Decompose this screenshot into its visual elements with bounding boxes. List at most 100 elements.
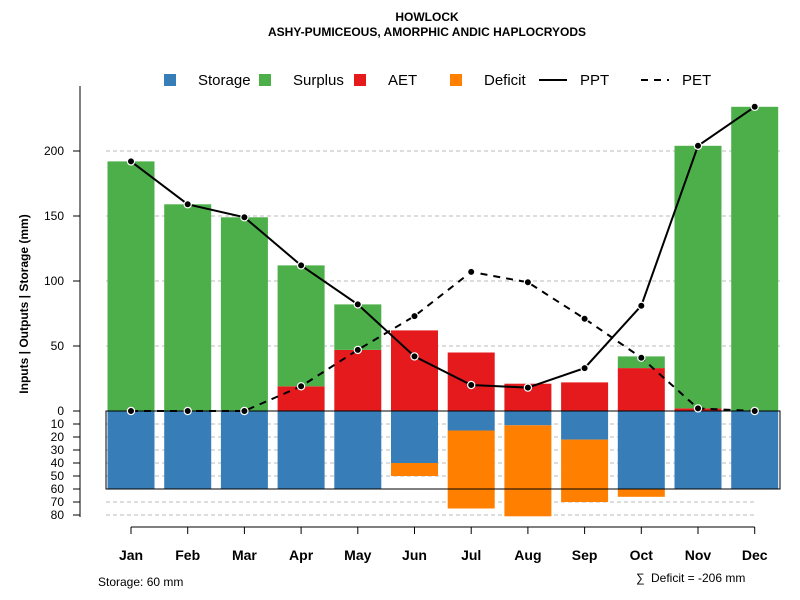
chart-subtitle: ASHY-PUMICEOUS, AMORPHIC ANDIC HAPLOCRYO…	[268, 25, 586, 39]
pet-line-point	[296, 382, 306, 391]
surplus-bar	[617, 356, 665, 369]
legend: Storage Surplus AET Deficit PPT PET	[164, 72, 711, 89]
storage-bar	[674, 411, 722, 489]
y-axis-label: Inputs | Outputs | Storage (mm)	[17, 214, 31, 393]
aet-bar	[334, 349, 382, 411]
ppt-line-point	[467, 380, 476, 390]
storage-bar	[277, 411, 325, 489]
pet-line-point	[693, 404, 703, 413]
storage-note: Storage: 60 mm	[98, 575, 183, 589]
y-tick-label: 150	[44, 209, 64, 223]
pet-line	[131, 270, 755, 412]
y-tick-label: 20	[51, 430, 65, 444]
legend-swatch	[164, 74, 176, 86]
surplus-bar	[164, 204, 212, 411]
legend-swatch	[354, 74, 366, 86]
pet-line-point	[467, 267, 476, 277]
ppt-line-point	[126, 157, 136, 166]
pet-line-point	[410, 311, 419, 321]
x-tick-label: Dec	[742, 547, 768, 563]
x-tick-label: Oct	[630, 547, 654, 563]
series-lines	[126, 102, 759, 416]
legend-swatch	[259, 74, 271, 86]
storage-bar	[561, 411, 609, 440]
pet-line-point	[240, 406, 249, 416]
deficit-bar	[617, 489, 665, 497]
legend-label: Surplus	[293, 72, 344, 89]
y-tick-label: 0	[57, 404, 64, 418]
storage-bar	[107, 411, 155, 489]
y-tick-label: 70	[51, 495, 65, 509]
storage-bar	[731, 411, 779, 489]
surplus-bar	[107, 161, 155, 411]
chart-title: HOWLOCK	[395, 10, 459, 24]
x-tick-label: Apr	[289, 547, 314, 563]
ppt-line-point	[693, 141, 703, 150]
pet-line-point	[183, 406, 192, 416]
surplus-bar	[334, 304, 382, 350]
surplus-bar	[731, 106, 779, 412]
ppt-line-point	[750, 102, 759, 112]
y-tick-label: 30	[51, 443, 65, 457]
storage-bar	[504, 411, 552, 426]
x-tick-label: Sep	[572, 547, 598, 563]
storage-bar	[334, 411, 382, 489]
pet-line-point	[580, 314, 589, 323]
pet-line-point	[637, 353, 646, 362]
y-tick-label: 80	[51, 508, 65, 522]
pet-line-point	[750, 406, 759, 416]
legend-label: Storage	[198, 72, 251, 89]
ppt-line-point	[240, 213, 249, 222]
ppt-line-point	[637, 301, 646, 310]
storage-bar	[220, 411, 268, 489]
storage-bar	[391, 411, 438, 463]
ppt-line-point	[353, 300, 362, 309]
y-tick-label: 50	[51, 339, 65, 353]
x-tick-label: Jun	[402, 547, 427, 563]
x-tick-label: Jul	[461, 547, 481, 563]
deficit-total: Deficit = -206 mm	[651, 571, 745, 585]
x-tick-label: May	[344, 547, 371, 563]
ppt-line-point	[523, 383, 533, 392]
x-tick-label: Nov	[685, 547, 712, 563]
legend-label: Deficit	[484, 72, 527, 89]
surplus-bar	[277, 265, 325, 387]
legend-label: PET	[682, 72, 711, 89]
sigma-symbol: ∑	[636, 571, 645, 585]
deficit-bar	[391, 463, 438, 476]
y-tick-label: 100	[44, 274, 64, 288]
y-tick-label: 40	[51, 456, 65, 470]
deficit-bar	[561, 439, 609, 502]
ppt-line-point	[183, 200, 192, 209]
pet-line-point	[523, 278, 533, 287]
surplus-bar	[220, 217, 268, 411]
storage-bar	[617, 411, 665, 489]
storage-bar	[447, 411, 495, 431]
legend-label: PPT	[580, 72, 609, 89]
x-tick-label: Jan	[119, 547, 143, 563]
aet-bar	[561, 382, 609, 411]
y-tick-label: 200	[44, 144, 64, 158]
ppt-line	[130, 105, 756, 389]
bars	[105, 106, 781, 517]
pet-line-point	[353, 345, 362, 355]
x-tick-label: Aug	[514, 547, 541, 563]
y-tick-label: 10	[51, 417, 65, 431]
deficit-bar	[447, 430, 495, 509]
legend-swatch	[450, 74, 462, 86]
surplus-bar	[674, 145, 722, 409]
y-tick-label: 50	[51, 469, 65, 483]
ppt-line-point	[410, 352, 419, 361]
ppt-line-point	[580, 363, 589, 373]
x-tick-label: Mar	[232, 547, 257, 563]
y-tick-label: 60	[51, 482, 65, 496]
aet-bar	[391, 330, 438, 411]
ppt-line-point	[296, 261, 306, 270]
x-tick-label: Feb	[175, 547, 200, 563]
aet-bar	[617, 368, 665, 411]
storage-bar	[164, 411, 212, 489]
pet-line-point	[126, 406, 136, 416]
deficit-bar	[504, 425, 552, 517]
